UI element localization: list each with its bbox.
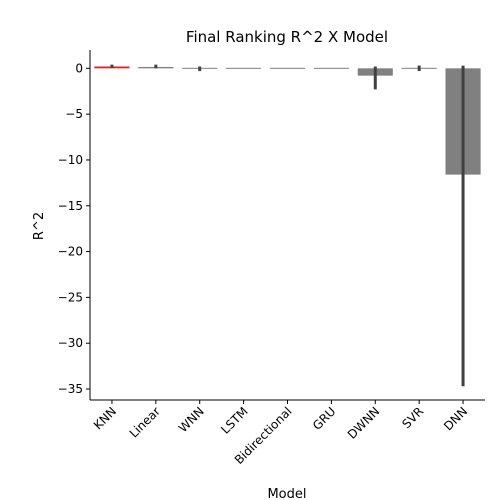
y-tick-label: −10 (58, 153, 83, 167)
y-axis: 0 −5 −10 −15 −20 −25 −30 −35 (58, 50, 91, 400)
x-tick-label-knn: KNN (91, 404, 119, 432)
y-tick-label: 0 (75, 61, 83, 75)
y-tick-label: −30 (58, 336, 83, 350)
y-tick-label: −20 (58, 245, 83, 259)
x-axis-title: Model (267, 487, 306, 500)
y-tick-label: −5 (65, 107, 83, 121)
error-bars-group (110, 64, 465, 387)
bar-gru (313, 67, 349, 69)
x-tick-label-gru: GRU (310, 404, 339, 433)
x-tick-label-dwnn: DWNN (345, 404, 383, 442)
chart-title: Final Ranking R^2 X Model (186, 28, 388, 46)
x-tick-label-lstm: LSTM (218, 404, 251, 437)
y-axis-title: R^2 (32, 212, 47, 240)
bar-bidirectional (269, 67, 306, 69)
y-tick-label: −25 (58, 290, 83, 304)
x-tick-label-wnn: WNN (176, 404, 207, 435)
bars-group (94, 66, 481, 175)
x-tick-label-linear: Linear (127, 404, 163, 440)
y-tick-label: −35 (58, 382, 83, 396)
x-tick-label-dnn: DNN (441, 404, 470, 433)
x-tick-label-svr: SVR (399, 404, 426, 431)
y-tick-label: −15 (58, 199, 83, 213)
bar-lstm (226, 67, 262, 69)
